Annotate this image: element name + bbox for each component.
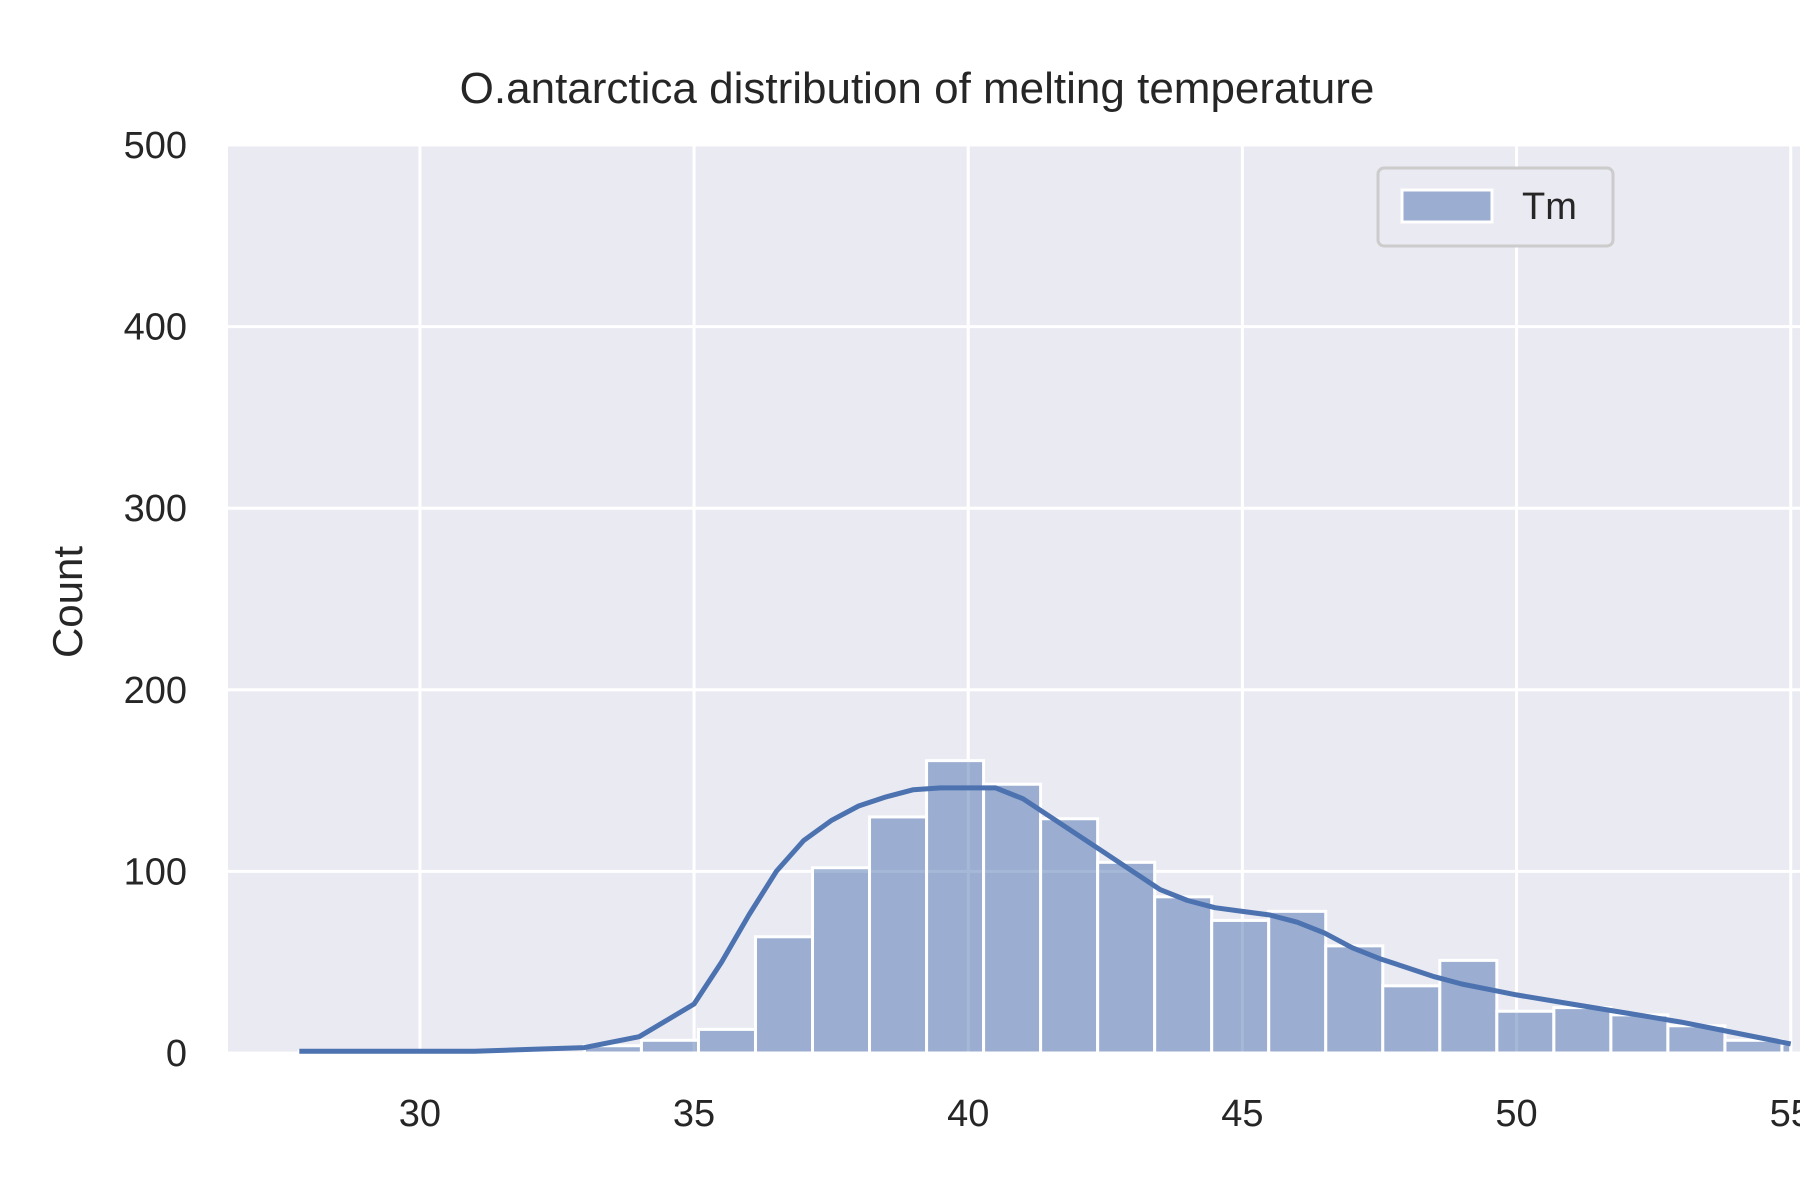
y-tick-label: 200	[124, 670, 187, 712]
legend: Tm	[1376, 166, 1615, 248]
histogram-bar	[1153, 895, 1214, 1055]
y-tick-labels: 0 100 200 300 400 500	[124, 125, 187, 1075]
legend-box	[1376, 166, 1615, 248]
histogram-bar	[639, 1038, 700, 1055]
legend-label: Tm	[1522, 186, 1577, 228]
histogram-bar	[1609, 1013, 1670, 1055]
chart-title: O.antarctica distribution of melting tem…	[460, 64, 1375, 113]
x-tick-label: 50	[1495, 1093, 1537, 1135]
y-axis-label: Count	[44, 546, 91, 658]
x-tick-label: 30	[399, 1093, 441, 1135]
y-tick-label: 500	[124, 125, 187, 167]
histogram-bar	[1210, 918, 1271, 1055]
x-tick-labels: 30 35 40 45 50 55	[399, 1093, 1800, 1135]
histogram-bar	[1438, 958, 1499, 1055]
histogram-bar	[868, 815, 929, 1055]
histogram-bar	[696, 1027, 757, 1055]
histogram-bar	[1552, 1006, 1613, 1055]
x-tick-label: 35	[673, 1093, 715, 1135]
y-tick-label: 100	[124, 851, 187, 893]
y-tick-label: 300	[124, 488, 187, 530]
histogram-bar	[811, 866, 872, 1055]
histogram-bar	[982, 782, 1043, 1055]
histogram-bars	[297, 759, 1793, 1055]
histogram-bar	[1324, 944, 1385, 1055]
histogram-bar	[1267, 909, 1328, 1055]
y-tick-label: 0	[166, 1033, 187, 1075]
histogram-bar	[753, 935, 815, 1055]
x-tick-label: 45	[1221, 1093, 1263, 1135]
histogram-bar	[1039, 817, 1100, 1055]
histogram-bar	[1096, 860, 1157, 1055]
x-tick-label: 40	[947, 1093, 989, 1135]
y-tick-label: 400	[124, 307, 187, 349]
histogram-bar	[925, 759, 986, 1055]
kde-line	[299, 785, 1792, 1054]
histogram-bar	[1495, 1009, 1556, 1055]
x-tick-label: 55	[1770, 1093, 1800, 1135]
legend-swatch	[1400, 188, 1494, 224]
histogram-bar	[1381, 984, 1442, 1055]
